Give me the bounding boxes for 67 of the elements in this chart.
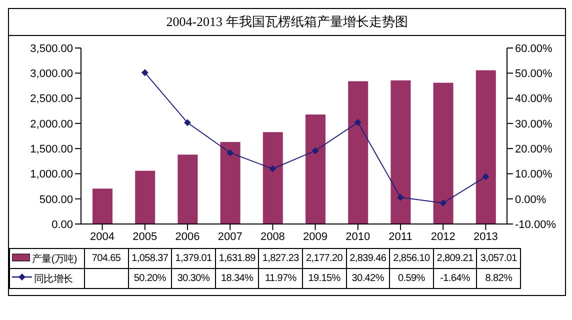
x-tick-label: 2009 — [303, 230, 328, 243]
data-label: 19.15% — [302, 268, 346, 288]
point — [354, 118, 362, 126]
point — [482, 173, 490, 180]
legend-label: 同比增长 — [34, 274, 73, 284]
data-label: 2,856.10 — [390, 248, 434, 268]
x-tick-label: 2008 — [260, 230, 285, 243]
y2-tick-label: 0.00% — [515, 194, 546, 206]
bar — [220, 142, 240, 224]
point — [269, 165, 276, 172]
data-label: 8.82% — [476, 268, 520, 288]
data-label: 30.42% — [346, 268, 390, 288]
bar — [476, 70, 496, 224]
x-tick-label: 2007 — [218, 230, 242, 243]
y-tick-label: 0.00 — [52, 218, 73, 231]
bar — [262, 132, 283, 224]
data-label: 2,177.20 — [302, 248, 346, 268]
bar — [433, 82, 454, 224]
y-tick-label: 2,000.00 — [30, 118, 73, 130]
y2-tick-label: -10.00% — [515, 218, 556, 231]
bar — [135, 170, 156, 224]
data-label: 1,631.89 — [215, 248, 259, 268]
data-label: 3,057.01 — [476, 248, 520, 268]
chart-title: 2004-2013 年我国瓦楞纸箱产量增长走势图 — [9, 9, 565, 36]
bar — [348, 81, 368, 224]
x-tick-label: 2013 — [473, 230, 498, 243]
x-tick-label: 2006 — [175, 230, 200, 243]
y2-tick-label: 10.00% — [515, 168, 553, 181]
point — [141, 69, 148, 76]
bar — [390, 80, 411, 224]
y-tick-label: 3,500.00 — [30, 42, 73, 55]
x-tick-label: 2011 — [388, 230, 412, 243]
data-label: 30.30% — [172, 268, 216, 288]
bar — [178, 154, 198, 224]
y2-tick-label: 60.00% — [515, 42, 553, 55]
data-label: 0.59% — [390, 268, 434, 288]
y-tick-label: 1,500.00 — [30, 143, 73, 156]
data-label: 1,058.37 — [128, 248, 172, 268]
data-label: 704.65 — [84, 248, 128, 268]
y-tick-label: 2,500.00 — [30, 93, 73, 106]
data-label: 2,839.46 — [346, 248, 390, 268]
data-label: 50.20% — [128, 268, 172, 288]
point — [397, 194, 404, 201]
y-tick-label: 500.00 — [39, 194, 73, 206]
y2-tick-label: 30.00% — [515, 118, 553, 130]
bar — [92, 188, 112, 224]
x-tick-label: 2010 — [346, 230, 370, 243]
point — [226, 149, 234, 156]
bar — [306, 114, 326, 224]
x-tick-label: 2012 — [430, 230, 456, 243]
point — [312, 147, 319, 154]
data-label: 11.97% — [258, 268, 302, 288]
point — [184, 119, 191, 126]
point — [440, 199, 447, 206]
data-label: 1,827.23 — [258, 248, 302, 268]
data-label: 18.34% — [215, 268, 259, 288]
y2-tick-label: 50.00% — [515, 68, 553, 80]
y-tick-label: 1,000.00 — [30, 168, 73, 181]
data-label: 1,379.01 — [172, 248, 216, 268]
y2-tick-label: 40.00% — [515, 93, 553, 106]
x-tick-label: 2005 — [132, 230, 158, 243]
legend-label: 产量(万吨) — [32, 254, 77, 264]
data-label: -1.64% — [433, 268, 477, 288]
y-tick-label: 3,000.00 — [30, 68, 73, 80]
x-tick-label: 2004 — [90, 230, 115, 243]
y2-tick-label: 20.00% — [515, 143, 553, 156]
data-label: 2,809.21 — [433, 248, 477, 268]
